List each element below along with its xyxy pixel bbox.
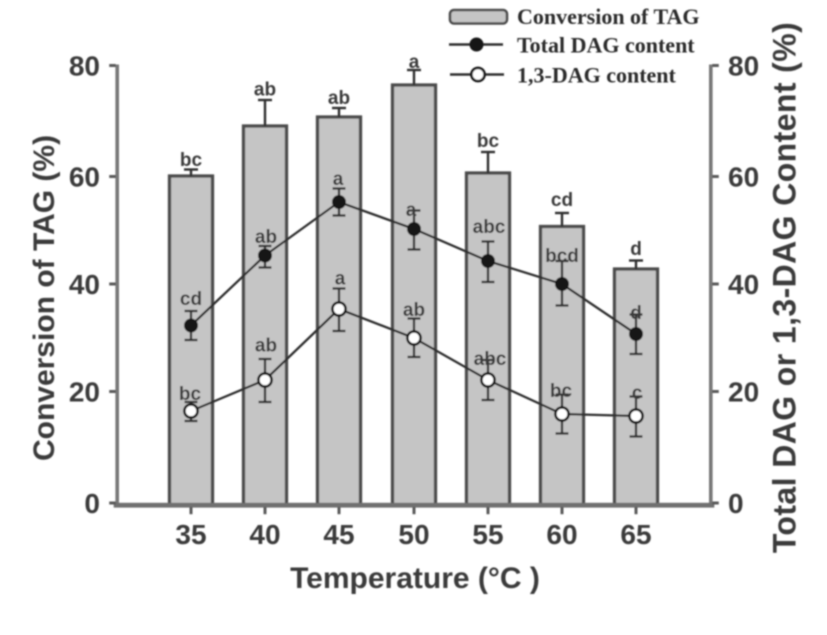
svg-text:Total DAG or 1,3-DAG Content (: Total DAG or 1,3-DAG Content (%) — [767, 22, 803, 553]
svg-text:60: 60 — [69, 162, 100, 193]
svg-text:ab: ab — [255, 336, 277, 357]
svg-text:ab: ab — [328, 88, 350, 109]
svg-text:20: 20 — [69, 377, 100, 408]
svg-text:65: 65 — [620, 519, 651, 550]
svg-text:bc: bc — [550, 381, 573, 402]
svg-text:1,3-DAG content: 1,3-DAG content — [517, 63, 677, 88]
svg-text:20: 20 — [728, 377, 759, 408]
svg-text:Conversion of TAG: Conversion of TAG — [517, 4, 700, 29]
svg-text:40: 40 — [249, 519, 280, 550]
svg-text:bc: bc — [179, 384, 202, 405]
svg-text:cd: cd — [551, 190, 573, 211]
svg-text:abc: abc — [474, 349, 507, 370]
svg-text:0: 0 — [728, 488, 744, 519]
svg-text:50: 50 — [398, 519, 429, 550]
svg-text:45: 45 — [323, 519, 354, 550]
svg-text:abc: abc — [473, 217, 506, 238]
svg-text:0: 0 — [84, 488, 100, 519]
svg-text:cd: cd — [180, 289, 202, 310]
svg-text:Temperature (°C ): Temperature (°C ) — [290, 562, 540, 595]
svg-text:40: 40 — [728, 269, 759, 300]
svg-text:80: 80 — [728, 51, 759, 82]
svg-text:60: 60 — [728, 162, 759, 193]
svg-text:bc: bc — [477, 131, 500, 152]
svg-text:bc: bc — [180, 150, 203, 171]
svg-text:a: a — [406, 200, 417, 221]
svg-text:Total DAG content: Total DAG content — [517, 33, 695, 58]
svg-text:d: d — [630, 239, 642, 260]
svg-text:c: c — [632, 383, 643, 404]
svg-text:Conversion of TAG (%): Conversion of TAG (%) — [28, 135, 61, 461]
svg-text:a: a — [333, 169, 344, 190]
svg-text:35: 35 — [175, 519, 206, 550]
svg-text:bcd: bcd — [545, 246, 579, 267]
svg-text:55: 55 — [472, 519, 503, 550]
svg-text:a: a — [335, 269, 346, 290]
svg-text:40: 40 — [69, 269, 100, 300]
svg-text:d: d — [630, 303, 642, 324]
svg-text:a: a — [409, 52, 420, 73]
svg-text:ab: ab — [254, 80, 276, 101]
svg-text:80: 80 — [69, 51, 100, 82]
svg-text:60: 60 — [546, 519, 577, 550]
svg-text:ab: ab — [255, 227, 277, 248]
svg-text:ab: ab — [403, 300, 425, 321]
